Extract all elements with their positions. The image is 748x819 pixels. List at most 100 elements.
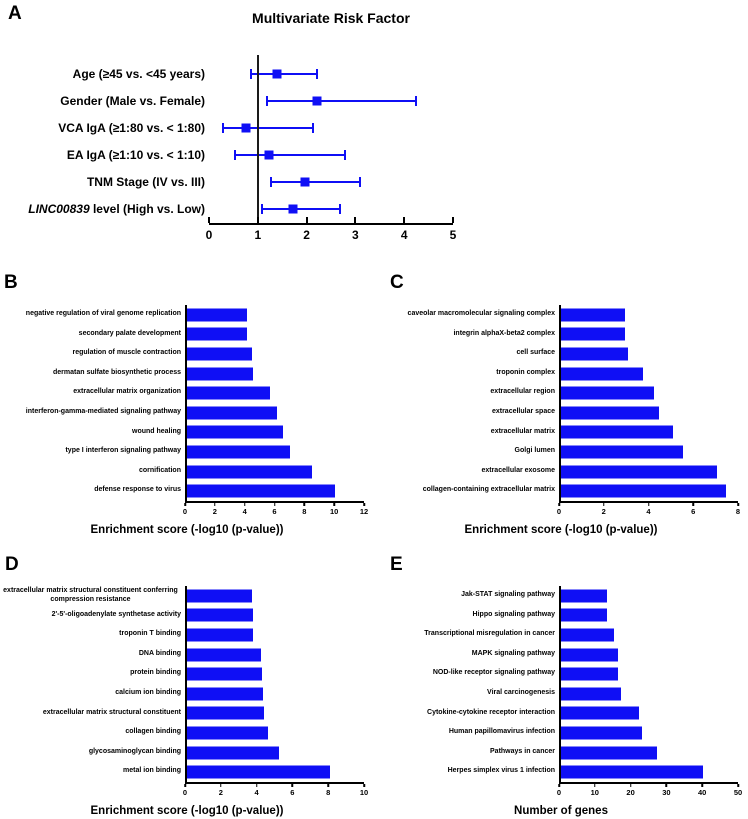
category-label: type I interferon signaling pathway xyxy=(65,447,181,455)
bar-track xyxy=(185,644,364,665)
ci-cap-low xyxy=(233,149,236,160)
axis-tick-label: 20 xyxy=(626,787,635,797)
category-label: MAPK signaling pathway xyxy=(471,649,555,657)
category-label: extracellular region xyxy=(490,388,555,396)
risk-factor-label: Age (≥45 vs. <45 years) xyxy=(72,66,205,81)
bar-track xyxy=(559,324,738,345)
panel-c-go-cellular-component-chart: C caveolar macromolecular signaling comp… xyxy=(374,272,748,545)
axis-tick-label: 0 xyxy=(182,506,188,516)
panel-letter-a: A xyxy=(8,3,22,24)
x-axis: 0 2 4 6 8 10 xyxy=(183,781,368,797)
category-label: extracellular exosome xyxy=(481,466,555,474)
x-axis-title: Number of genes xyxy=(514,804,608,817)
panel-a-forest-plot: A Multivariate Risk Factor Age (≥45 vs. … xyxy=(0,0,748,272)
bar-chart-c: caveolar macromolecular signaling comple… xyxy=(374,305,748,536)
bar xyxy=(187,589,253,603)
axis-tick xyxy=(208,217,210,223)
axis-tick-label: 1 xyxy=(254,228,262,242)
axis-tick-label: 6 xyxy=(691,506,696,516)
bar xyxy=(561,687,622,701)
bar-track xyxy=(559,402,738,423)
bar-chart-e: Jak-STAT signaling pathway Hippo signalin… xyxy=(374,586,748,817)
bar-row: extracellular matrix organization xyxy=(0,383,374,403)
bar xyxy=(187,367,253,381)
category-label: collagen binding xyxy=(125,728,181,736)
axis-tick xyxy=(647,502,650,507)
odds-ratio-marker xyxy=(272,69,282,78)
confidence-interval-plot xyxy=(209,168,453,195)
category-label: Transcriptional misregulation in cancer xyxy=(424,630,555,638)
bar-track xyxy=(559,363,738,384)
bar xyxy=(561,484,726,498)
bar xyxy=(187,484,335,498)
category-label: wound healing xyxy=(132,427,181,435)
category-label: cornification xyxy=(138,466,181,474)
axis-tick-label: 6 xyxy=(290,787,295,797)
axis-tick xyxy=(273,502,276,507)
bar-row: glycosaminoglycan binding xyxy=(0,742,374,763)
bar-row: type I interferon signaling pathway xyxy=(0,442,374,462)
bar-track xyxy=(185,742,364,763)
risk-factor-label: Gender (Male vs. Female) xyxy=(60,93,205,108)
bar-row: Herpes simplex virus 1 infection xyxy=(374,762,748,782)
odds-ratio-marker xyxy=(241,123,251,132)
risk-factor-label: VCA IgA (≥1:80 vs. < 1:80) xyxy=(58,120,205,135)
ci-line xyxy=(251,72,317,75)
risk-factor-label: TNM Stage (IV vs. III) xyxy=(86,174,205,189)
category-label: extracellular matrix xyxy=(490,427,555,435)
bar xyxy=(561,327,626,341)
bar xyxy=(561,445,683,459)
bar xyxy=(561,425,673,439)
bar-track xyxy=(559,481,738,501)
panel-e-kegg-pathway-chart: E Jak-STAT signaling pathway Hippo signal… xyxy=(374,545,748,819)
bar-track xyxy=(185,762,364,782)
axis-tick xyxy=(303,502,306,507)
bar-row: protein binding xyxy=(0,664,374,684)
axis-tick xyxy=(558,783,560,788)
axis-tick xyxy=(363,502,365,507)
axis-tick xyxy=(737,783,739,788)
bar xyxy=(561,406,660,420)
axis-tick-label: 4 xyxy=(242,506,247,516)
panel-letter-c: C xyxy=(390,272,404,293)
bar-row: NOD-like receptor signaling pathway xyxy=(374,664,748,684)
axis-tick xyxy=(291,783,294,788)
bar-row: DNA binding xyxy=(0,644,374,665)
bar xyxy=(561,367,643,381)
forest-x-axis: 0 1 2 3 4 5 xyxy=(206,217,456,242)
bar xyxy=(561,608,608,622)
bar-row: extracellular matrix xyxy=(374,422,748,443)
category-label: extracellular matrix organization xyxy=(73,388,181,396)
panel-letter-b: B xyxy=(4,272,18,293)
x-axis: 0 2 4 6 8 10 12 xyxy=(183,500,368,516)
axis-tick xyxy=(184,502,186,507)
bar-track xyxy=(185,723,364,743)
bar-track xyxy=(185,481,364,501)
bar-track xyxy=(185,442,364,462)
panel-b-go-biological-process-chart: B negative regulation of viral genome re… xyxy=(0,272,374,545)
bar-row: extracellular space xyxy=(374,402,748,423)
forest-rows: Age (≥45 vs. <45 years) Gender (Male vs. … xyxy=(0,60,470,222)
reference-line xyxy=(256,55,259,223)
bar-track xyxy=(185,344,364,364)
bar-track xyxy=(185,383,364,403)
ci-cap-high xyxy=(312,122,315,133)
ci-cap-low xyxy=(260,203,263,214)
ci-cap-high xyxy=(338,203,341,214)
axis-tick xyxy=(214,502,216,507)
ci-line xyxy=(222,126,314,129)
category-label: defense response to virus xyxy=(94,486,181,494)
bar-rows: extracellular matrix structural constitu… xyxy=(0,586,374,782)
confidence-interval-plot xyxy=(209,60,453,87)
bar xyxy=(561,667,618,681)
bar xyxy=(187,406,277,420)
category-label: Herpes simplex virus 1 infection xyxy=(447,767,555,775)
bar xyxy=(561,765,703,779)
ci-cap-high xyxy=(415,95,418,106)
bar xyxy=(187,746,280,760)
axis-tick xyxy=(363,783,365,788)
bar-row: extracellular matrix structural constitu… xyxy=(0,586,374,606)
bar xyxy=(561,347,629,361)
bar-rows: Jak-STAT signaling pathway Hippo signalin… xyxy=(374,586,748,782)
bar xyxy=(187,308,248,322)
